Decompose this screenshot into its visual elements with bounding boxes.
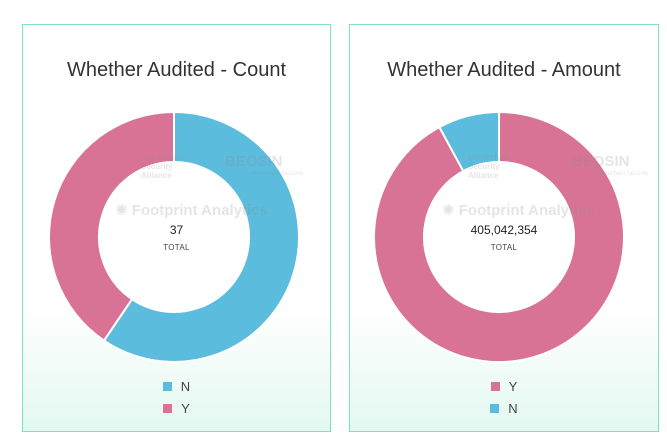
legend-swatch [490, 381, 500, 391]
legend-swatch [490, 403, 500, 413]
chart-title: Whether Audited - Count [66, 59, 286, 81]
chart-title: Whether Audited - Amount [387, 59, 621, 81]
legend-item[interactable]: N [23, 375, 330, 397]
total-label: TOTAL [163, 243, 190, 252]
amount-donut-chart [373, 110, 625, 363]
legend-label: N [180, 378, 191, 394]
donut-slice-n[interactable] [438, 110, 500, 173]
donut-slice-y[interactable] [373, 110, 625, 363]
legend-item[interactable]: N [350, 397, 658, 419]
legend-label: Y [508, 378, 518, 394]
count-donut-chart [48, 110, 300, 363]
legend-swatch [162, 381, 172, 391]
chart-legend: N Y [23, 375, 330, 419]
legend-swatch [163, 403, 173, 413]
legend-item[interactable]: Y [23, 397, 330, 419]
legend-label: Y [181, 400, 190, 416]
legend-item[interactable]: Y [350, 375, 658, 397]
total-value: 37 [169, 223, 184, 237]
amount-chart-card: Whether Audited - Amount 405,042,354 TOT… [349, 24, 659, 432]
total-value: 405,042,354 [470, 223, 538, 237]
donut-slice-n[interactable] [102, 110, 300, 363]
donut-slice-y[interactable] [48, 110, 175, 342]
total-label: TOTAL [490, 243, 518, 252]
legend-label: N [508, 400, 518, 416]
count-chart-card: Whether Audited - Count 37 TOTAL Blockch… [22, 24, 331, 432]
chart-legend: Y N [350, 375, 658, 419]
